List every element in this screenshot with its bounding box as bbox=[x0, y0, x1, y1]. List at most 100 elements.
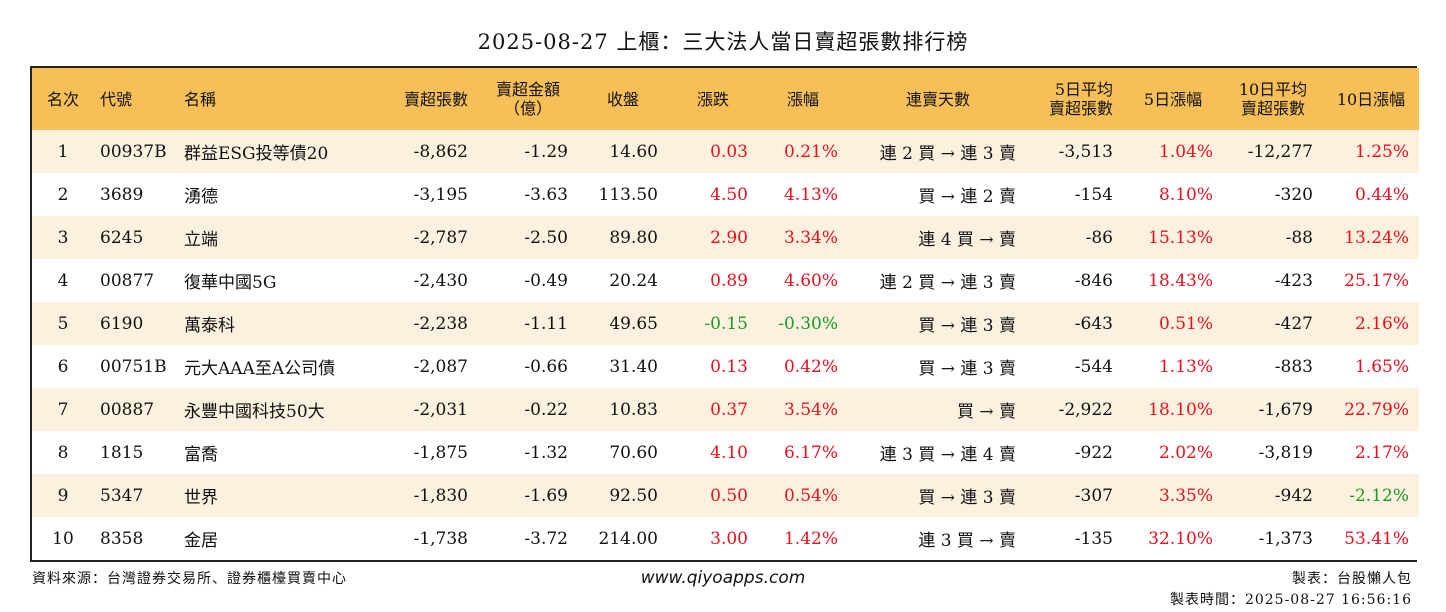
cell-code: 6190 bbox=[94, 302, 178, 345]
cell-name: 復華中國5G bbox=[178, 259, 368, 302]
cell-streak: 連 3 買 → 連 4 賣 bbox=[848, 431, 1028, 474]
cell-close: 20.24 bbox=[578, 259, 668, 302]
cell-rank: 4 bbox=[32, 259, 94, 302]
cell-pct5: 3.35% bbox=[1123, 474, 1223, 517]
cell-name: 群益ESG投等債20 bbox=[178, 130, 368, 173]
cell-name: 湧德 bbox=[178, 173, 368, 216]
cell-pct5: 2.02% bbox=[1123, 431, 1223, 474]
header-avg5: 5日平均 賣超張數 bbox=[1028, 68, 1123, 130]
cell-change-pct: -0.30% bbox=[758, 302, 848, 345]
cell-net-sell-lots: -1,875 bbox=[368, 431, 478, 474]
cell-change-pct: 4.13% bbox=[758, 173, 848, 216]
ranking-table-container: 名次 代號 名稱 賣超張數 賣超金額 （億） 收盤 漲跌 漲幅 連賣天數 5日平… bbox=[30, 66, 1419, 562]
table-row: 6 00751B 元大AAA至A公司債 -2,087 -0.66 31.40 0.13 0.4… bbox=[32, 345, 1419, 388]
cell-avg10: -12,277 bbox=[1223, 130, 1323, 173]
cell-change: 0.50 bbox=[668, 474, 758, 517]
page-title: 2025-08-27 上櫃：三大法人當日賣超張數排行榜 bbox=[477, 30, 969, 54]
cell-change: 3.00 bbox=[668, 517, 758, 560]
cell-code: 5347 bbox=[94, 474, 178, 517]
cell-pct10: 53.41% bbox=[1323, 517, 1419, 560]
cell-name: 元大AAA至A公司債 bbox=[178, 345, 368, 388]
cell-pct10: 2.16% bbox=[1323, 302, 1419, 345]
cell-avg10: -942 bbox=[1223, 474, 1323, 517]
cell-pct5: 18.43% bbox=[1123, 259, 1223, 302]
cell-pct10: 13.24% bbox=[1323, 216, 1419, 259]
table-row: 3 6245 立端 -2,787 -2.50 89.80 2.90 3.34% 連 4 買 → … bbox=[32, 216, 1419, 259]
cell-streak: 連 2 買 → 連 3 賣 bbox=[848, 259, 1028, 302]
cell-rank: 3 bbox=[32, 216, 94, 259]
cell-change-pct: 0.54% bbox=[758, 474, 848, 517]
maker-credit: 製表：台股懶人包 bbox=[1292, 571, 1412, 587]
cell-avg5: -86 bbox=[1028, 216, 1123, 259]
cell-net-sell-lots: -2,087 bbox=[368, 345, 478, 388]
table-row: 1 00937B 群益ESG投等債20 -8,862 -1.29 14.60 0.03 0.2… bbox=[32, 130, 1419, 173]
table-body: 1 00937B 群益ESG投等債20 -8,862 -1.29 14.60 0.03 0.2… bbox=[32, 130, 1419, 560]
header-close: 收盤 bbox=[578, 68, 668, 130]
cell-rank: 1 bbox=[32, 130, 94, 173]
cell-change-pct: 0.42% bbox=[758, 345, 848, 388]
cell-streak: 連 3 買 → 賣 bbox=[848, 517, 1028, 560]
cell-avg5: -3,513 bbox=[1028, 130, 1123, 173]
cell-close: 113.50 bbox=[578, 173, 668, 216]
cell-pct5: 32.10% bbox=[1123, 517, 1223, 560]
cell-change-pct: 4.60% bbox=[758, 259, 848, 302]
cell-change: 0.13 bbox=[668, 345, 758, 388]
cell-net-sell-lots: -1,830 bbox=[368, 474, 478, 517]
cell-pct10: 1.65% bbox=[1323, 345, 1419, 388]
cell-avg10: -1,373 bbox=[1223, 517, 1323, 560]
cell-net-sell-lots: -2,031 bbox=[368, 388, 478, 431]
cell-rank: 7 bbox=[32, 388, 94, 431]
cell-pct5: 1.13% bbox=[1123, 345, 1223, 388]
header-streak: 連賣天數 bbox=[848, 68, 1028, 130]
cell-pct5: 8.10% bbox=[1123, 173, 1223, 216]
cell-net-sell-amount: -1.69 bbox=[478, 474, 578, 517]
cell-code: 1815 bbox=[94, 431, 178, 474]
header-pct5: 5日漲幅 bbox=[1123, 68, 1223, 130]
header-change: 漲跌 bbox=[668, 68, 758, 130]
website-link[interactable]: www.qiyoapps.com bbox=[640, 568, 806, 588]
cell-avg10: -423 bbox=[1223, 259, 1323, 302]
cell-change: 2.90 bbox=[668, 216, 758, 259]
cell-code: 00877 bbox=[94, 259, 178, 302]
table-header-row: 名次 代號 名稱 賣超張數 賣超金額 （億） 收盤 漲跌 漲幅 連賣天數 5日平… bbox=[32, 68, 1419, 130]
cell-pct5: 15.13% bbox=[1123, 216, 1223, 259]
cell-net-sell-amount: -0.66 bbox=[478, 345, 578, 388]
cell-net-sell-lots: -1,738 bbox=[368, 517, 478, 560]
cell-avg5: -846 bbox=[1028, 259, 1123, 302]
table-row: 7 00887 永豐中國科技50大 -2,031 -0.22 10.83 0.37 3.54%… bbox=[32, 388, 1419, 431]
cell-net-sell-amount: -0.49 bbox=[478, 259, 578, 302]
cell-code: 3689 bbox=[94, 173, 178, 216]
cell-avg5: -643 bbox=[1028, 302, 1123, 345]
cell-code: 00887 bbox=[94, 388, 178, 431]
cell-net-sell-lots: -8,862 bbox=[368, 130, 478, 173]
cell-name: 世界 bbox=[178, 474, 368, 517]
cell-close: 14.60 bbox=[578, 130, 668, 173]
cell-avg10: -1,679 bbox=[1223, 388, 1323, 431]
cell-close: 31.40 bbox=[578, 345, 668, 388]
table-row: 2 3689 湧德 -3,195 -3.63 113.50 4.50 4.13% 買 → 連 2… bbox=[32, 173, 1419, 216]
cell-avg5: -922 bbox=[1028, 431, 1123, 474]
cell-pct5: 18.10% bbox=[1123, 388, 1223, 431]
cell-change-pct: 6.17% bbox=[758, 431, 848, 474]
cell-code: 00937B bbox=[94, 130, 178, 173]
header-net-sell-amount: 賣超金額 （億） bbox=[478, 68, 578, 130]
header-change-pct: 漲幅 bbox=[758, 68, 848, 130]
cell-pct5: 1.04% bbox=[1123, 130, 1223, 173]
cell-change-pct: 1.42% bbox=[758, 517, 848, 560]
cell-avg10: -320 bbox=[1223, 173, 1323, 216]
header-net-sell-lots: 賣超張數 bbox=[368, 68, 478, 130]
cell-close: 214.00 bbox=[578, 517, 668, 560]
cell-avg5: -135 bbox=[1028, 517, 1123, 560]
cell-net-sell-amount: -3.63 bbox=[478, 173, 578, 216]
cell-change: 0.37 bbox=[668, 388, 758, 431]
header-pct10: 10日漲幅 bbox=[1323, 68, 1419, 130]
cell-rank: 2 bbox=[32, 173, 94, 216]
cell-code: 00751B bbox=[94, 345, 178, 388]
cell-avg5: -307 bbox=[1028, 474, 1123, 517]
cell-streak: 買 → 連 2 賣 bbox=[848, 173, 1028, 216]
cell-name: 立端 bbox=[178, 216, 368, 259]
cell-streak: 買 → 連 3 賣 bbox=[848, 474, 1028, 517]
cell-avg10: -883 bbox=[1223, 345, 1323, 388]
header-name: 名稱 bbox=[178, 68, 368, 130]
cell-rank: 8 bbox=[32, 431, 94, 474]
